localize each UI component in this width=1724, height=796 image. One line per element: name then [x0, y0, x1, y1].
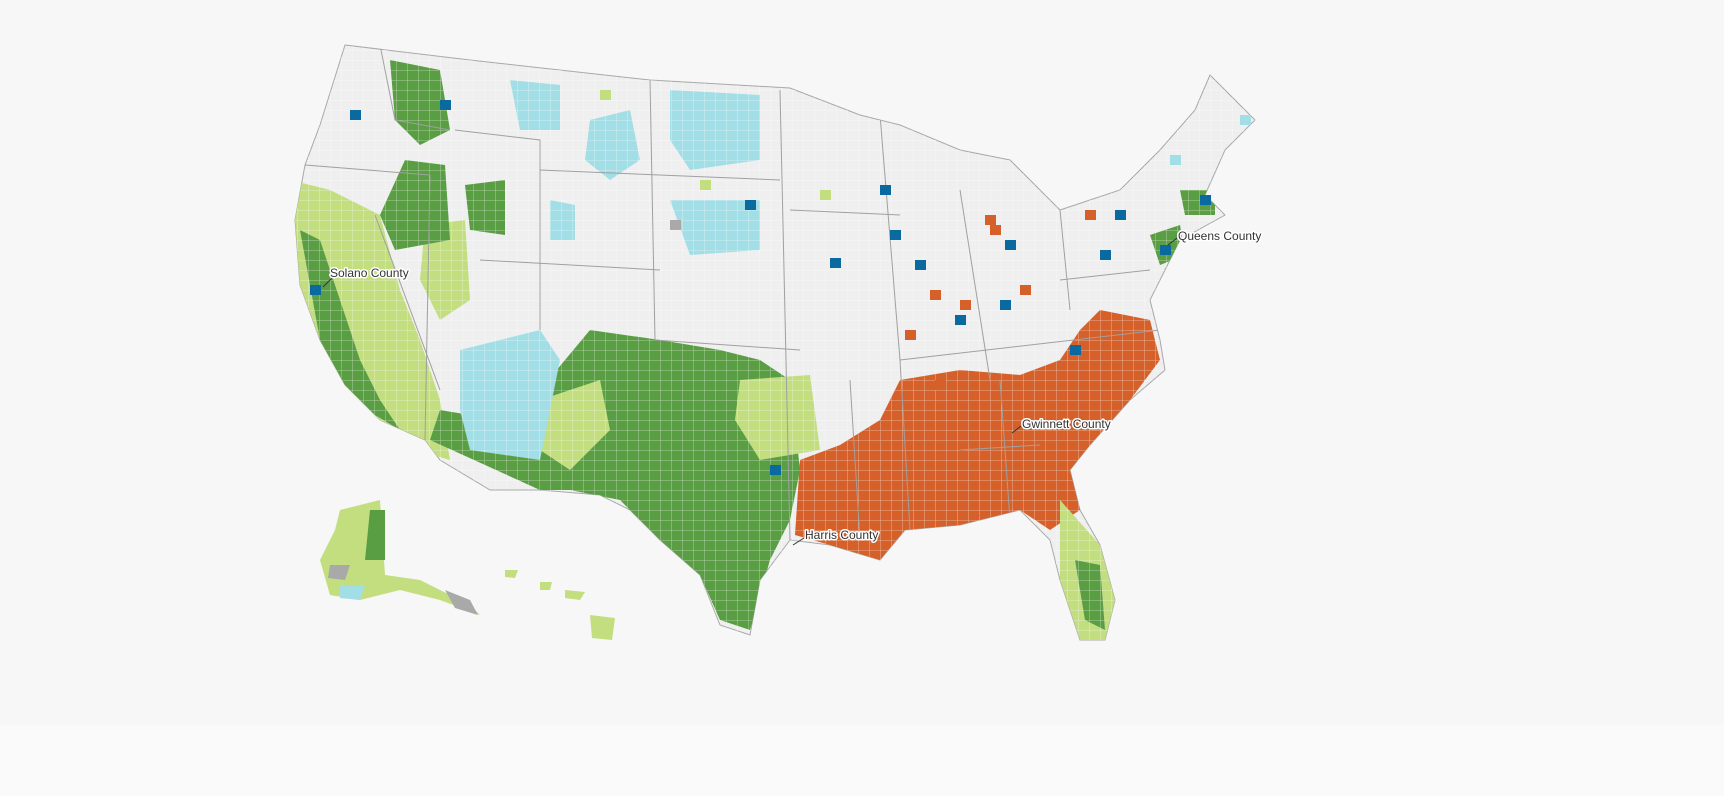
county[interactable] [700, 180, 711, 190]
alaska-region [340, 585, 365, 600]
state-border [539, 169, 781, 181]
state-border [304, 164, 431, 176]
county[interactable] [670, 220, 681, 230]
state-border [649, 79, 656, 341]
label-solano-county[interactable]: Solano County [322, 265, 410, 288]
hawaii-island [590, 615, 615, 640]
state-border [899, 359, 911, 531]
county[interactable] [1085, 210, 1096, 220]
state-border [374, 214, 441, 391]
state-border [454, 129, 541, 330]
hawaii-island [565, 590, 585, 600]
state-border [379, 45, 451, 131]
county[interactable] [890, 230, 901, 240]
label-text: Gwinnett County [1022, 417, 1111, 431]
county[interactable] [1240, 115, 1251, 125]
state-border [999, 379, 1011, 521]
hawaii [505, 570, 615, 640]
county[interactable] [1100, 250, 1111, 260]
county[interactable] [955, 315, 966, 325]
state-border [654, 339, 801, 351]
county[interactable] [310, 285, 321, 295]
label-harris-county[interactable]: Harris County [792, 527, 880, 546]
state-border [959, 189, 991, 381]
county[interactable] [915, 260, 926, 270]
county[interactable] [1005, 240, 1016, 250]
county[interactable] [1160, 245, 1171, 255]
county[interactable] [1200, 195, 1211, 205]
label-text: Queens County [1178, 229, 1261, 243]
label-text: Solano County [330, 266, 409, 280]
footer-band [0, 725, 1724, 796]
county[interactable] [770, 465, 781, 475]
county-grid [295, 45, 1255, 640]
alaska-no-data [328, 565, 350, 580]
county[interactable] [1170, 155, 1181, 165]
state-border [479, 259, 661, 271]
state-border [779, 89, 791, 541]
state-border [1059, 209, 1071, 311]
county[interactable] [830, 258, 841, 268]
county[interactable] [880, 185, 891, 195]
label-text: Harris County [805, 528, 878, 542]
county[interactable] [930, 290, 941, 300]
alaska-region [365, 510, 385, 560]
county[interactable] [820, 190, 831, 200]
scattered-counties [310, 90, 1251, 475]
county[interactable] [745, 200, 756, 210]
hawaii-island [540, 582, 552, 590]
county[interactable] [935, 380, 946, 390]
label-gwinnett-county[interactable]: Gwinnett County [1011, 416, 1112, 434]
county[interactable] [1115, 210, 1126, 220]
state-border [1059, 269, 1151, 281]
county[interactable] [440, 100, 451, 110]
state-border [899, 329, 1161, 361]
county[interactable] [990, 225, 1001, 235]
county[interactable] [1020, 285, 1031, 295]
hawaii-island [505, 570, 518, 578]
county[interactable] [350, 110, 361, 120]
county[interactable] [960, 300, 971, 310]
state-border [959, 444, 1041, 451]
state-border [424, 174, 431, 441]
county[interactable] [905, 330, 916, 340]
county[interactable] [1000, 300, 1011, 310]
label-queens-county[interactable]: Queens County [1167, 228, 1263, 246]
alaska [320, 500, 480, 615]
state-border [849, 379, 861, 541]
state-border [789, 209, 901, 216]
alaska-no-data [445, 590, 478, 615]
county[interactable] [600, 90, 611, 100]
county[interactable] [985, 215, 996, 225]
county[interactable] [1070, 345, 1081, 355]
